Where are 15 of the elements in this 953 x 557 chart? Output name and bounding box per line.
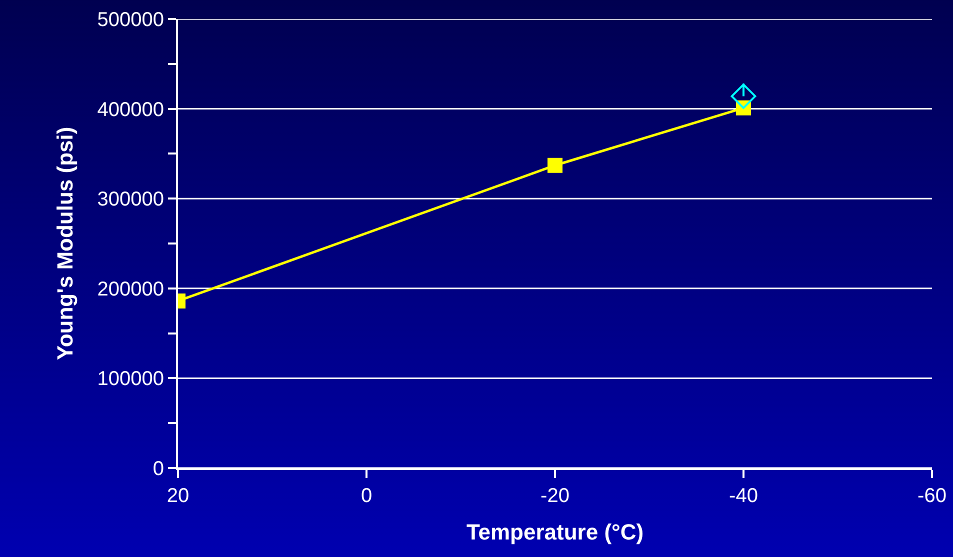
x-tick-label: -60 [918,485,946,507]
y-tick-label: 300000 [97,188,164,211]
y-axis-title: Young's Modulus (psi) [52,126,78,360]
x-tick-label: 0 [360,485,372,507]
y-tick-label: 100000 [97,368,164,390]
y-tick-label: 200000 [97,278,164,300]
point [730,84,756,109]
x-tick-label: -40 [729,485,758,507]
y-tick-label: 0 [152,458,164,480]
x-tick-label: 20 [166,485,190,507]
x-axis-title: Temperature (°C) [466,519,644,544]
point [548,158,562,173]
x-tick-label: -20 [540,485,570,507]
y-tick-label: 400000 [97,98,164,121]
y-tick-label: 500000 [97,9,164,31]
